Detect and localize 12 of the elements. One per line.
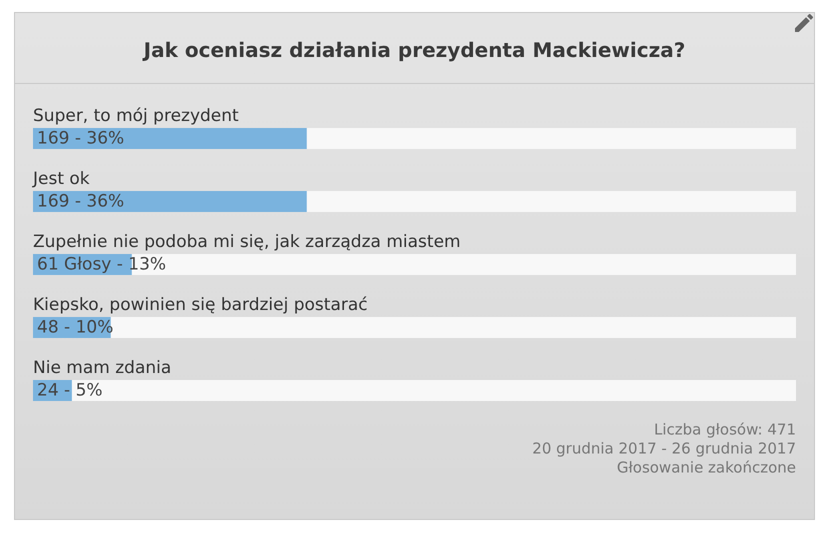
y-tick-label: Super, to mój prezydent <box>33 106 240 126</box>
data-label: 24 - 5% <box>37 380 103 400</box>
y-tick-label: Zupełnie nie podoba mi się, jak zarządza miastem <box>33 232 461 252</box>
text: Głosowanie zakończone <box>616 458 796 476</box>
y-tick-label: Nie mam zdania <box>33 358 172 378</box>
chart-title: Jak oceniasz działania prezydenta Mackiewicza? <box>142 38 686 62</box>
y-tick-label: Kiepsko, powinien się bardziej postarać <box>33 295 368 315</box>
data-label: 169 - 36% <box>37 192 124 212</box>
text: Liczba głosów: 471 <box>654 420 796 438</box>
y-tick-label: Jest ok <box>32 169 90 189</box>
data-label: 169 - 36% <box>37 128 124 148</box>
text: 20 grudnia 2017 - 26 grudnia 2017 <box>532 440 796 458</box>
